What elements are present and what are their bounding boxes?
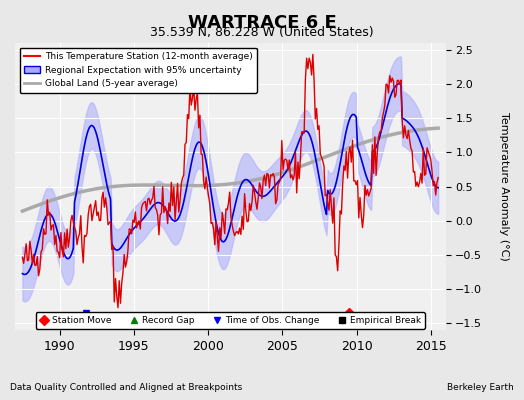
Text: WARTRACE 6 E: WARTRACE 6 E: [188, 14, 336, 32]
Text: Data Quality Controlled and Aligned at Breakpoints: Data Quality Controlled and Aligned at B…: [10, 383, 243, 392]
Text: 35.539 N, 86.228 W (United States): 35.539 N, 86.228 W (United States): [150, 26, 374, 39]
Text: Berkeley Earth: Berkeley Earth: [447, 383, 514, 392]
Y-axis label: Temperature Anomaly (°C): Temperature Anomaly (°C): [499, 112, 509, 261]
Legend: Station Move, Record Gap, Time of Obs. Change, Empirical Break: Station Move, Record Gap, Time of Obs. C…: [36, 312, 425, 329]
